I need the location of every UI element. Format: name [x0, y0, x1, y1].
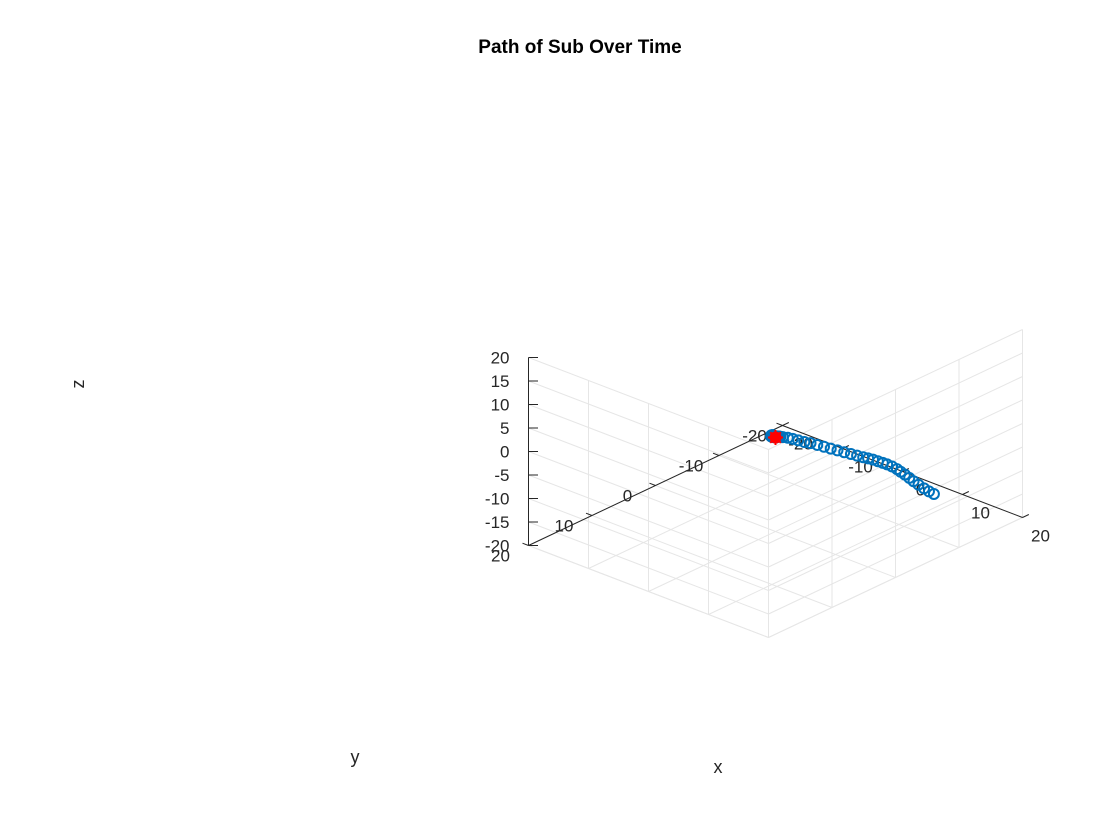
start-point-ray — [769, 431, 782, 444]
x-tick-mark — [1022, 514, 1030, 518]
side-wall-gridline-z — [768, 470, 1023, 591]
back-wall-gridline-z — [528, 427, 769, 521]
z-tick-label: -10 — [485, 490, 510, 509]
z-tick-label: 5 — [500, 419, 509, 438]
side-wall-gridline-z — [768, 423, 1023, 544]
path-point — [817, 440, 830, 453]
z-tick-label: 0 — [500, 443, 509, 462]
x-tick-mark — [782, 422, 790, 426]
z-tick-label: -20 — [485, 537, 510, 556]
path-point — [824, 442, 837, 455]
y-tick-label: 10 — [555, 517, 574, 536]
path-point — [811, 438, 824, 451]
z-tick-label: -5 — [494, 466, 509, 485]
path-point — [831, 444, 844, 457]
path-point — [838, 446, 851, 459]
z-axis-ticks: -20 -15 -10 -5 0 5 10 15 20 — [485, 349, 538, 556]
y-tick-label: 0 — [623, 487, 632, 506]
y-tick-label: -20 — [742, 427, 767, 446]
back-wall-gridline-z — [528, 545, 769, 638]
x-axis-label: x — [714, 757, 723, 777]
x-tick-label: 20 — [1031, 527, 1050, 546]
y-tick-mark — [522, 542, 529, 546]
back-wall-gridline-z — [528, 498, 769, 591]
y-axis-ticks: -20 -10 0 10 20 — [491, 422, 783, 566]
floor-gridline-y — [591, 515, 833, 608]
path-point — [786, 432, 799, 445]
y-tick-mark — [712, 452, 720, 456]
z-axis-label: z — [68, 380, 88, 389]
back-wall-gridline-z — [528, 451, 769, 544]
start-point-series — [768, 430, 783, 445]
y-tick-mark — [585, 512, 593, 516]
path-point — [851, 449, 864, 462]
side-wall-gridline-z — [768, 352, 1023, 474]
side-wall-gridline-z — [768, 329, 1023, 450]
y-tick-mark — [649, 482, 656, 486]
z-tick-label: 20 — [491, 349, 510, 368]
path-point — [927, 487, 940, 500]
start-point-marker — [768, 430, 783, 445]
axes-grid — [528, 329, 1023, 638]
side-wall-gridline-z — [768, 376, 1023, 497]
back-wall-gridline-z — [528, 521, 769, 615]
back-wall-gridline-z — [528, 404, 769, 497]
floor-gridline-y — [718, 455, 960, 548]
floor-gridline-y — [655, 485, 896, 578]
path-point — [804, 437, 817, 450]
side-wall-gridline-z — [768, 517, 1023, 638]
side-wall-gridline-z — [768, 493, 1023, 615]
x-tick-mark — [962, 491, 970, 495]
y-tick-label: 20 — [491, 547, 510, 566]
back-wall-gridline-z — [528, 380, 769, 474]
z-tick-label: 10 — [491, 396, 510, 415]
side-wall-gridline-z — [768, 446, 1023, 568]
chart-title: Path of Sub Over Time — [478, 37, 681, 58]
y-axis-label: y — [351, 747, 360, 767]
y-tick-mark — [776, 422, 783, 426]
z-tick-label: 15 — [491, 372, 510, 391]
x-tick-label: 10 — [971, 504, 990, 523]
z-tick-label: -15 — [485, 513, 510, 532]
side-wall-gridline-z — [768, 399, 1023, 521]
y-tick-label: -10 — [679, 457, 704, 476]
path-point — [798, 436, 811, 448]
back-wall-gridline-z — [528, 474, 769, 568]
back-wall-gridline-z — [528, 357, 769, 450]
path-point — [792, 434, 805, 447]
path-point — [844, 448, 857, 461]
